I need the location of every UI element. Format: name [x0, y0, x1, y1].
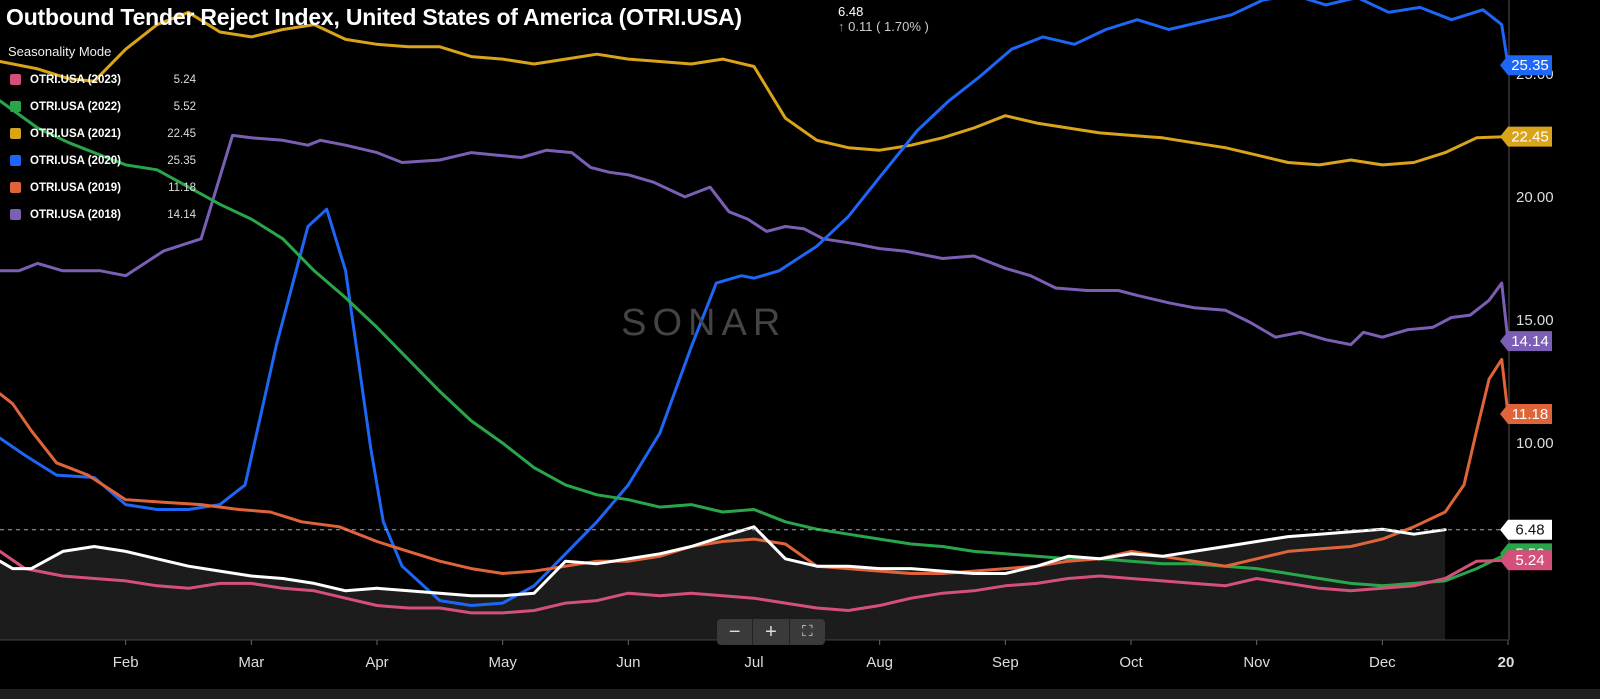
- zoom-controls: − + ⛶: [717, 619, 825, 645]
- legend-swatch: [10, 74, 21, 85]
- last-value: 6.48: [838, 4, 864, 19]
- area-fill-layer: [0, 526, 1446, 640]
- series-line: [0, 357, 1510, 575]
- x-tick-label: Sep: [992, 654, 1019, 671]
- fullscreen-button[interactable]: ⛶: [802, 623, 813, 640]
- zoom-out-button[interactable]: −: [717, 619, 754, 645]
- current-year-area: [0, 526, 1446, 640]
- legend-swatch: [10, 155, 21, 166]
- change-value: 0.11 ( 1.70% ): [848, 19, 929, 34]
- legend-swatch: [10, 128, 21, 139]
- watermark-layer: SONAR: [621, 302, 786, 344]
- value-badge-label: 25.35: [1511, 57, 1549, 74]
- value-badge: 22.45: [1500, 126, 1552, 147]
- value-badge: 14.14: [1500, 331, 1552, 352]
- legend-label: OTRI.USA (2019): [30, 181, 121, 194]
- legend-value: 14.14: [167, 208, 196, 221]
- value-badge-label: 22.45: [1511, 129, 1549, 146]
- zoom-in-button[interactable]: +: [753, 619, 790, 645]
- legend-value: 25.35: [167, 154, 196, 167]
- legend-value: 22.45: [167, 127, 196, 140]
- watermark-text: SONAR: [621, 302, 786, 344]
- value-badge-shape: [1500, 331, 1552, 352]
- y-tick-label: 15.00: [1516, 312, 1554, 329]
- legend-value: 5.52: [173, 100, 196, 113]
- x-tick-label: Mar: [238, 654, 264, 671]
- value-badge-shape: [1500, 550, 1552, 571]
- seasonality-mode-label: Seasonality Mode: [8, 44, 112, 59]
- legend-label: OTRI.USA (2023): [30, 73, 121, 86]
- value-badge-shape: [1500, 55, 1552, 76]
- legend-item[interactable]: OTRI.USA (2018) 14.14: [10, 201, 196, 228]
- legend-value: 11.18: [168, 181, 196, 194]
- chart-title: Outbound Tender Reject Index, United Sta…: [6, 4, 742, 30]
- x-tick-label: Jul: [744, 654, 763, 671]
- quote-block: 6.48 ↑ 0.11 ( 1.70% ): [838, 4, 929, 34]
- legend-item[interactable]: OTRI.USA (2022) 5.52: [10, 93, 196, 120]
- legend-swatch: [10, 101, 21, 112]
- legend-item[interactable]: OTRI.USA (2023) 5.24: [10, 66, 196, 93]
- legend-label: OTRI.USA (2021): [30, 127, 121, 140]
- value-badge-label: 11.18: [1512, 406, 1548, 423]
- series-lines-layer: [0, 0, 1510, 615]
- value-badge-label: 5.24: [1515, 552, 1544, 569]
- bottom-scrollbar[interactable]: [0, 689, 1600, 699]
- series-line: [0, 133, 1510, 347]
- legend-label: OTRI.USA (2022): [30, 100, 121, 113]
- value-badge: 6.48: [1500, 519, 1552, 540]
- y-tick-label: 20.00: [1516, 189, 1554, 206]
- value-badge-shape: [1500, 126, 1552, 147]
- legend-swatch: [10, 182, 21, 193]
- value-badge-label: 6.48: [1515, 522, 1544, 539]
- x-tick-label: Nov: [1243, 654, 1270, 671]
- x-tick-label: Aug: [866, 654, 893, 671]
- series-line: [0, 0, 1510, 607]
- legend-label: OTRI.USA (2020): [30, 154, 121, 167]
- x-tick-label: Jun: [616, 654, 640, 671]
- x-tick-label: Dec: [1369, 654, 1396, 671]
- series-line: [0, 99, 1510, 588]
- x-tick-label: 20: [1498, 654, 1515, 671]
- value-badge-label: 14.14: [1511, 333, 1549, 350]
- x-tick-label: Apr: [365, 654, 388, 671]
- x-tick-label: Oct: [1119, 654, 1143, 671]
- x-tick-label: Feb: [113, 654, 139, 671]
- legend-label: OTRI.USA (2018): [30, 208, 121, 221]
- legend-item[interactable]: OTRI.USA (2021) 22.45: [10, 120, 196, 147]
- series-line: [0, 525, 1447, 598]
- legend-item[interactable]: OTRI.USA (2019) 11.18: [10, 174, 196, 201]
- legend-swatch: [10, 209, 21, 220]
- legend-item[interactable]: OTRI.USA (2020) 25.35: [10, 147, 196, 174]
- x-tick-label: May: [488, 654, 517, 671]
- legend-value: 5.24: [173, 73, 196, 86]
- value-badge: 5.24: [1500, 550, 1552, 571]
- value-badge: 25.35: [1500, 55, 1552, 76]
- value-badge: 11.18: [1500, 404, 1552, 425]
- legend: OTRI.USA (2023) 5.24 OTRI.USA (2022) 5.52 OT…: [10, 66, 196, 228]
- up-arrow-icon: ↑: [838, 19, 845, 34]
- value-badge-shape: [1500, 404, 1552, 425]
- y-tick-label: 10.00: [1516, 435, 1554, 452]
- series-line: [0, 10, 1510, 167]
- series-line: [0, 549, 1510, 615]
- change-row: ↑ 0.11 ( 1.70% ): [838, 19, 929, 34]
- value-badge-shape: [1500, 519, 1552, 540]
